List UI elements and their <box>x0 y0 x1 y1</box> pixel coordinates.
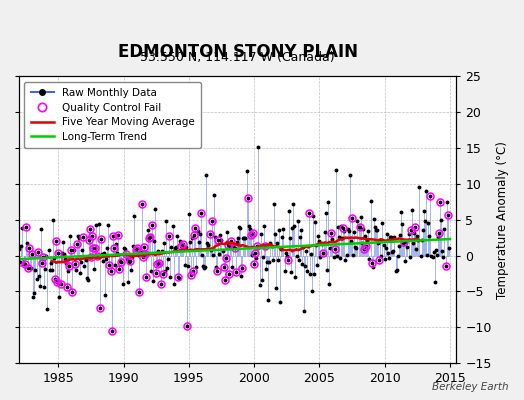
Legend: Raw Monthly Data, Quality Control Fail, Five Year Moving Average, Long-Term Tren: Raw Monthly Data, Quality Control Fail, … <box>25 82 201 148</box>
Title: EDMONTON STONY PLAIN: EDMONTON STONY PLAIN <box>118 43 358 61</box>
Text: 53.550 N, 114.117 W (Canada): 53.550 N, 114.117 W (Canada) <box>140 50 335 64</box>
Y-axis label: Temperature Anomaly (°C): Temperature Anomaly (°C) <box>496 141 509 299</box>
Text: Berkeley Earth: Berkeley Earth <box>432 382 508 392</box>
